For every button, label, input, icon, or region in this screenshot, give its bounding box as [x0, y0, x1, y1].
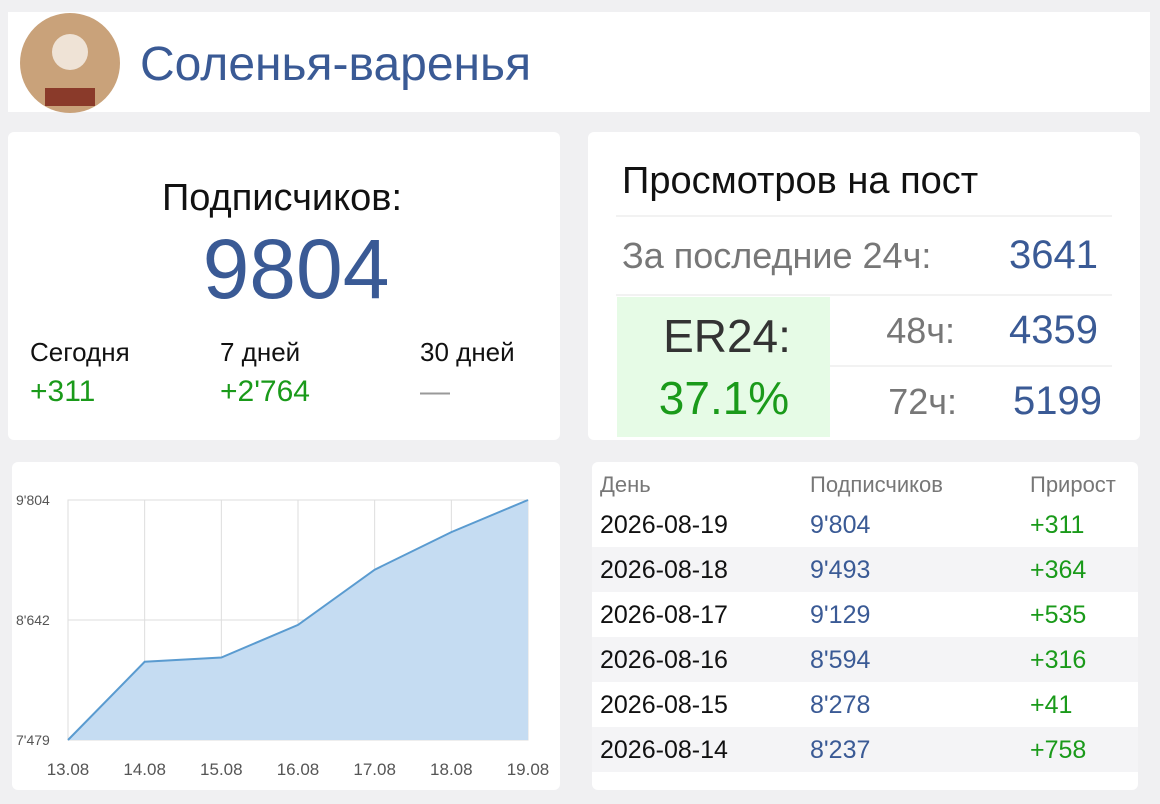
row-stripe: [592, 727, 1138, 772]
avatar-face: [52, 34, 88, 70]
y-tick-label: 7'479: [16, 732, 50, 748]
er-box: [617, 297, 830, 437]
x-tick-label: 18.08: [430, 760, 473, 779]
table-cell: 2026-08-17: [600, 601, 728, 629]
table-cell: 2026-08-18: [600, 556, 728, 584]
views-value: 5199: [1013, 379, 1102, 423]
table-cell: +311: [1030, 511, 1084, 539]
area: [68, 500, 528, 740]
table-card: [592, 462, 1138, 790]
table-cell: 2026-08-19: [600, 511, 728, 539]
table-cell: 9'804: [810, 511, 870, 539]
table-cell: 8'237: [810, 736, 870, 764]
period-label: 30 дней: [420, 337, 515, 367]
table-cell: 2026-08-16: [600, 646, 728, 674]
x-tick-label: 13.08: [47, 760, 90, 779]
table-header: Подписчиков: [810, 472, 943, 497]
period-value: +2'764: [220, 375, 310, 408]
table-cell: +535: [1030, 601, 1086, 629]
x-tick-label: 15.08: [200, 760, 243, 779]
views-title: Просмотров на пост: [622, 160, 978, 202]
views-value: 3641: [1009, 233, 1098, 277]
table-cell: 8'278: [810, 691, 870, 719]
channel-title: Соленья-варенья: [140, 38, 531, 91]
table-cell: 2026-08-14: [600, 736, 728, 764]
table-cell: +316: [1030, 646, 1086, 674]
line: [67, 499, 529, 741]
views-label: За последние 24ч:: [622, 235, 931, 276]
row-stripe: [592, 637, 1138, 682]
views-label: 48ч:: [886, 310, 955, 351]
table-cell: +758: [1030, 736, 1086, 764]
x-tick-label: 14.08: [123, 760, 166, 779]
table-header: День: [600, 472, 651, 497]
er-label: ER24:: [663, 310, 791, 362]
row-stripe: [592, 547, 1138, 592]
x-tick-label: 17.08: [353, 760, 396, 779]
subscribers-label: Подписчиков:: [162, 177, 402, 219]
period-label: 7 дней: [220, 337, 300, 367]
x-tick-label: 19.08: [507, 760, 550, 779]
er-value: 37.1%: [659, 372, 789, 424]
period-value: —: [420, 375, 450, 408]
y-tick-label: 8'642: [16, 612, 50, 628]
y-tick-label: 9'804: [16, 492, 50, 508]
x-tick-label: 16.08: [277, 760, 320, 779]
table-cell: 2026-08-15: [600, 691, 728, 719]
views-label: 72ч:: [888, 381, 957, 422]
avatar-jars: [45, 88, 95, 106]
views-value: 4359: [1009, 308, 1098, 352]
table-cell: +364: [1030, 556, 1086, 584]
table-header: Прирост: [1030, 472, 1116, 497]
subscribers-value: 9804: [203, 222, 390, 316]
period-value: +311: [30, 375, 95, 408]
period-label: Сегодня: [30, 337, 130, 367]
subscribers-card: [8, 132, 560, 440]
table-cell: 8'594: [810, 646, 870, 674]
header-card: [8, 12, 1150, 112]
table-cell: 9'493: [810, 556, 870, 584]
table-cell: 9'129: [810, 601, 870, 629]
table-cell: +41: [1030, 691, 1072, 719]
